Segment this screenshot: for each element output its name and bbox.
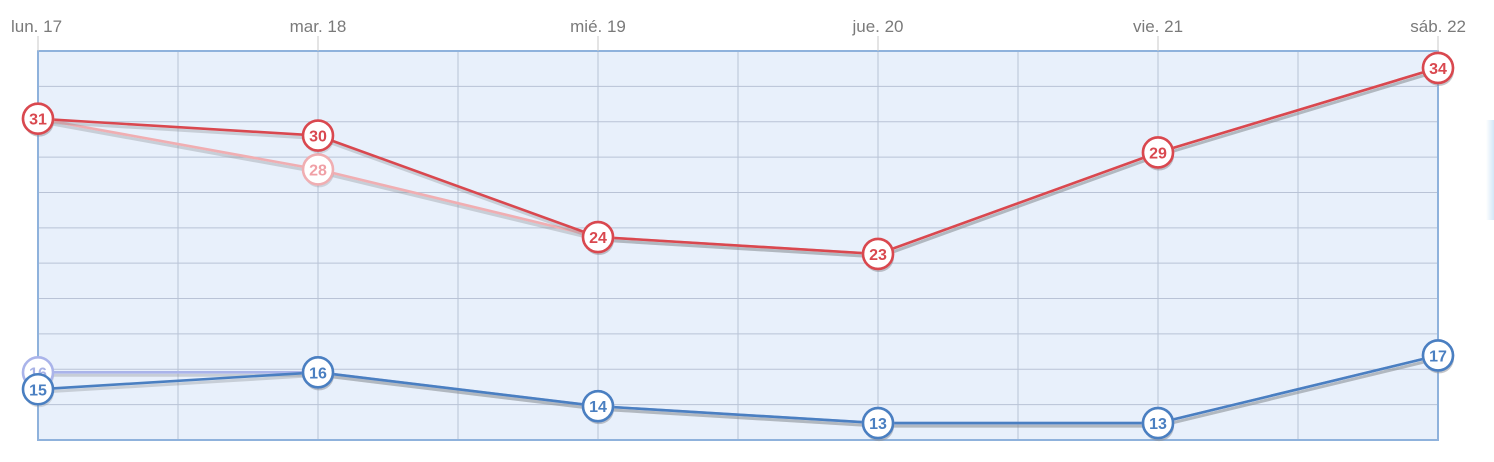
data-point-marker: [21, 372, 55, 406]
data-point-max: 30: [301, 119, 335, 154]
data-point-max: 24: [581, 220, 615, 256]
data-point-marker: [301, 119, 335, 152]
data-points: 3128242329343130242329341616141313171516…: [21, 51, 1455, 442]
data-point-min: 17: [1421, 339, 1455, 374]
data-point-marker: [581, 220, 615, 254]
data-point-min: 13: [1141, 406, 1175, 442]
data-point-label: 29: [1149, 145, 1167, 162]
plot-border: [37, 50, 1439, 441]
x-axis: lun. 17 mar. 18 mié. 19 jue. 20 vie. 21 sáb. …: [11, 17, 1466, 51]
data-point-min: 13: [861, 406, 895, 442]
data-point-label: 13: [869, 416, 887, 433]
data-point-label: 34: [1429, 61, 1447, 78]
data-point-marker: [21, 102, 55, 135]
data-point-max: 31: [21, 102, 55, 137]
data-point-marker: [301, 356, 335, 389]
data-point-label: 16: [309, 365, 327, 382]
data-point-label: 30: [309, 129, 327, 146]
edge-glow-decoration: [1486, 120, 1494, 220]
x-tick-label: jue. 20: [851, 17, 903, 36]
data-point-marker: [1421, 339, 1455, 372]
x-tick-label: lun. 17: [11, 17, 62, 36]
data-point-marker: [861, 237, 895, 271]
data-point-label: 23: [869, 247, 887, 264]
data-point-max: 23: [861, 237, 895, 272]
x-tick-label: mié. 19: [570, 17, 626, 36]
data-point-min: 16: [301, 356, 335, 391]
data-point-marker: [581, 389, 615, 423]
data-point-min: 14: [581, 389, 615, 425]
data-point-marker: [861, 406, 895, 440]
x-tick-label: sáb. 22: [1410, 17, 1466, 36]
data-point-label: 24: [589, 230, 607, 247]
data-point-label: 13: [1149, 416, 1167, 433]
x-tick-label: vie. 21: [1133, 17, 1183, 36]
data-point-label: 15: [29, 382, 47, 399]
data-point-min: 15: [21, 372, 55, 408]
data-point-label: 14: [589, 399, 607, 416]
data-point-marker: [1421, 51, 1455, 85]
data-point-marker: [1141, 136, 1175, 169]
data-point-marker: [301, 153, 335, 186]
data-point-max: 29: [1141, 136, 1175, 171]
series-lines: [37, 66, 1440, 428]
data-point-label: 17: [1429, 348, 1447, 365]
data-point-max-previous: 28: [301, 153, 335, 188]
data-point-marker: [1141, 406, 1175, 440]
data-point-label: 31: [29, 112, 47, 129]
series-line-shadow: [38, 69, 1440, 259]
series-line-shadow: [38, 356, 1440, 428]
series-line-min: [37, 354, 1439, 425]
series-line-max: [37, 66, 1439, 256]
series-line-shadow: [38, 69, 1440, 259]
data-point-label: 28: [309, 162, 327, 179]
data-point-max: 34: [1421, 51, 1455, 86]
x-tick-label: mar. 18: [290, 17, 347, 36]
